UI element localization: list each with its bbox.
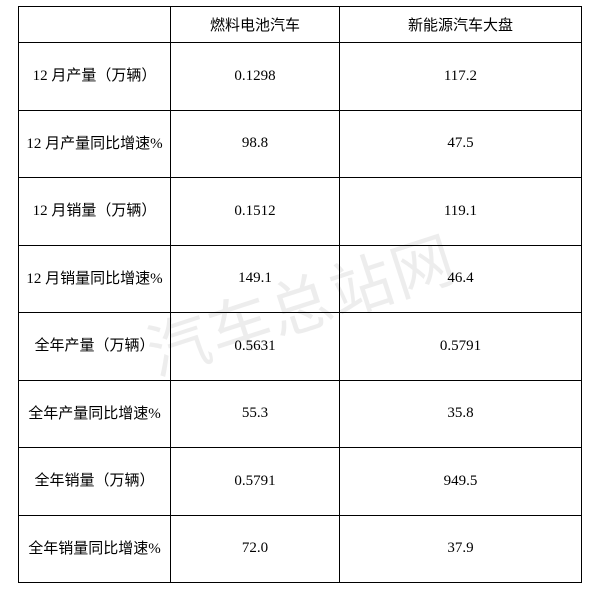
data-table: 燃料电池汽车 新能源汽车大盘 12 月产量（万辆） 0.1298 117.2 1… — [18, 6, 582, 583]
cell-value: 72.0 — [171, 515, 340, 583]
table-row: 12 月销量（万辆） 0.1512 119.1 — [19, 178, 582, 246]
table-row: 12 月产量（万辆） 0.1298 117.2 — [19, 43, 582, 111]
table-header-row: 燃料电池汽车 新能源汽车大盘 — [19, 7, 582, 43]
cell-value: 37.9 — [339, 515, 581, 583]
table-row: 12 月销量同比增速% 149.1 46.4 — [19, 245, 582, 313]
cell-value: 149.1 — [171, 245, 340, 313]
table-row: 全年销量同比增速% 72.0 37.9 — [19, 515, 582, 583]
table-row: 12 月产量同比增速% 98.8 47.5 — [19, 110, 582, 178]
cell-value: 117.2 — [339, 43, 581, 111]
cell-value: 119.1 — [339, 178, 581, 246]
cell-value: 98.8 — [171, 110, 340, 178]
row-label: 全年销量同比增速% — [19, 515, 171, 583]
cell-value: 35.8 — [339, 380, 581, 448]
table-row: 全年产量同比增速% 55.3 35.8 — [19, 380, 582, 448]
cell-value: 0.5791 — [339, 313, 581, 381]
cell-value: 0.5791 — [171, 448, 340, 516]
cell-value: 0.1298 — [171, 43, 340, 111]
header-empty — [19, 7, 171, 43]
row-label: 12 月产量（万辆） — [19, 43, 171, 111]
table-row: 全年销量（万辆） 0.5791 949.5 — [19, 448, 582, 516]
row-label: 12 月产量同比增速% — [19, 110, 171, 178]
cell-value: 0.5631 — [171, 313, 340, 381]
cell-value: 949.5 — [339, 448, 581, 516]
table-row: 全年产量（万辆） 0.5631 0.5791 — [19, 313, 582, 381]
cell-value: 55.3 — [171, 380, 340, 448]
header-col2: 新能源汽车大盘 — [339, 7, 581, 43]
row-label: 全年产量同比增速% — [19, 380, 171, 448]
row-label: 12 月销量（万辆） — [19, 178, 171, 246]
row-label: 12 月销量同比增速% — [19, 245, 171, 313]
cell-value: 46.4 — [339, 245, 581, 313]
row-label: 全年销量（万辆） — [19, 448, 171, 516]
cell-value: 0.1512 — [171, 178, 340, 246]
cell-value: 47.5 — [339, 110, 581, 178]
row-label: 全年产量（万辆） — [19, 313, 171, 381]
header-col1: 燃料电池汽车 — [171, 7, 340, 43]
